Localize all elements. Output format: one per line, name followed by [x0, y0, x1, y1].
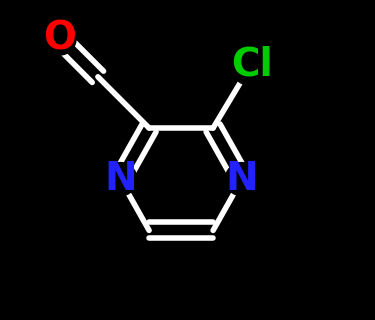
- Text: O: O: [43, 20, 76, 57]
- Circle shape: [104, 163, 137, 196]
- Circle shape: [225, 163, 258, 196]
- Circle shape: [230, 42, 273, 86]
- Circle shape: [43, 22, 76, 55]
- Text: Cl: Cl: [231, 45, 272, 83]
- Text: N: N: [226, 160, 258, 198]
- Text: N: N: [104, 160, 136, 198]
